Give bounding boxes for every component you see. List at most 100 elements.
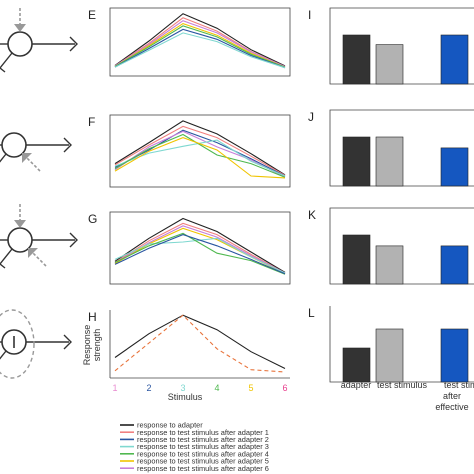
bar-panel-l: L bbox=[308, 306, 474, 383]
neuron-schematics bbox=[0, 8, 78, 379]
series-line-after5 bbox=[114, 22, 286, 68]
panel-letter: J bbox=[308, 110, 314, 124]
x-tick-label: 6 bbox=[282, 383, 287, 393]
panel-frame bbox=[109, 211, 291, 285]
bar-label-effective: effective bbox=[435, 402, 468, 412]
neuron-soma bbox=[7, 31, 33, 57]
panel-letter: F bbox=[88, 115, 95, 129]
series-line-adapter bbox=[114, 13, 286, 67]
series-line-after2 bbox=[114, 234, 286, 275]
bar-bar_blue bbox=[440, 34, 469, 85]
bar-bar_blue bbox=[440, 147, 469, 187]
bar-panel-i: I bbox=[308, 7, 474, 85]
neuron-diagram-3 bbox=[0, 204, 78, 269]
bar-bar_adapter bbox=[342, 234, 371, 285]
series-line-after5 bbox=[114, 227, 286, 275]
series-line-after3 bbox=[114, 139, 286, 177]
legend-label: response to test stimulus after adapter … bbox=[137, 428, 269, 437]
bar-label-test-stim: test stim bbox=[444, 380, 474, 390]
bar-bar_test bbox=[375, 44, 404, 85]
dashed-ellipse bbox=[0, 309, 35, 379]
legend-label: response to adapter bbox=[137, 421, 203, 430]
series-line-after5 bbox=[114, 137, 286, 179]
bar-bar_test bbox=[375, 328, 404, 383]
lower-input-line bbox=[0, 153, 7, 163]
panel-frame bbox=[109, 114, 291, 188]
lower-input-bar bbox=[0, 263, 6, 269]
panel-letter: K bbox=[308, 208, 316, 222]
panel-letter: L bbox=[308, 306, 315, 320]
panel-frame bbox=[329, 306, 474, 383]
arrowhead-icon bbox=[28, 248, 38, 258]
legend-label: response to test stimulus after adapter … bbox=[137, 449, 269, 458]
dashed-arrow-line bbox=[25, 156, 41, 172]
y-axis-label-line2: strength bbox=[92, 329, 102, 362]
series-line-after2 bbox=[114, 28, 286, 69]
panel-letter: E bbox=[88, 8, 96, 22]
bar-bar_blue bbox=[440, 245, 469, 285]
legend-label: response to test stimulus after adapter … bbox=[137, 464, 269, 473]
bar-label-test-stimulus: test stimulus bbox=[377, 380, 428, 390]
bar-bar_adapter bbox=[342, 34, 371, 85]
x-tick-label: 2 bbox=[146, 383, 151, 393]
bar-label-after: after bbox=[443, 391, 461, 401]
series-line-after4 bbox=[114, 232, 286, 275]
axon-terminal bbox=[63, 334, 72, 350]
panel-letter: H bbox=[88, 310, 97, 324]
axon-terminal bbox=[69, 232, 78, 248]
panel-frame bbox=[109, 7, 291, 77]
arrowhead-icon bbox=[22, 153, 32, 163]
series-line-after6 bbox=[114, 130, 286, 178]
series-line-dashed bbox=[114, 314, 286, 373]
legend-label: response to test stimulus after adapter … bbox=[137, 442, 269, 451]
bar-label-adapter: adapter bbox=[341, 380, 372, 390]
line-panel-e: E bbox=[88, 7, 291, 77]
bar-panels: I J K L bbox=[308, 7, 474, 383]
y-axis-label-line1: Response bbox=[82, 325, 92, 366]
x-tick-label: 5 bbox=[248, 383, 253, 393]
series-line-after1 bbox=[114, 222, 286, 274]
neuron-diagram-2 bbox=[0, 132, 72, 172]
arrowhead-icon bbox=[14, 220, 26, 228]
series-line-after4 bbox=[114, 25, 286, 68]
series-line-after2 bbox=[114, 129, 286, 177]
bar-bar_adapter bbox=[342, 347, 371, 383]
arrowhead-icon bbox=[14, 24, 26, 32]
line-panel-g: G bbox=[88, 211, 291, 285]
series-line-adapter bbox=[114, 120, 286, 176]
panel-letter: G bbox=[88, 212, 97, 226]
lower-input-bar bbox=[0, 67, 6, 73]
axon-terminal bbox=[63, 137, 72, 153]
series-line-adapter bbox=[114, 314, 286, 369]
dashed-arrow-line bbox=[31, 251, 47, 267]
bar-bar_test bbox=[375, 136, 404, 187]
x-tick-label: 1 bbox=[112, 383, 117, 393]
series-line-adapter bbox=[114, 217, 286, 273]
series-line-after1 bbox=[114, 125, 286, 176]
bar-panel-j: J bbox=[308, 109, 474, 187]
legend-label: response to test stimulus after adapter … bbox=[137, 435, 269, 444]
lower-input-line bbox=[0, 52, 13, 69]
x-tick-label: 4 bbox=[214, 383, 219, 393]
line-panel-h: H bbox=[88, 310, 290, 379]
line-panel-f: F bbox=[88, 114, 291, 188]
x-tick-labels: 1 2 3 4 5 6 bbox=[112, 383, 287, 393]
series-line-after6 bbox=[114, 20, 286, 68]
x-tick-label: 3 bbox=[180, 383, 185, 393]
bar-bar_test bbox=[375, 245, 404, 285]
panel-letter: I bbox=[308, 8, 311, 22]
neuron-diagram-4 bbox=[0, 309, 72, 379]
bar-bar_adapter bbox=[342, 136, 371, 187]
lower-input-line bbox=[0, 248, 13, 265]
lower-input-line bbox=[0, 350, 7, 360]
legend-label: response to test stimulus after adapter … bbox=[137, 457, 269, 466]
bar-bar_blue bbox=[440, 328, 469, 383]
x-axis-label: Stimulus bbox=[168, 392, 203, 402]
series-line-after3 bbox=[114, 32, 286, 69]
series-line-after4 bbox=[114, 133, 286, 178]
bar-panel-k: K bbox=[308, 207, 474, 285]
neuron-diagram-1 bbox=[0, 8, 78, 73]
axon-terminal bbox=[69, 36, 78, 52]
